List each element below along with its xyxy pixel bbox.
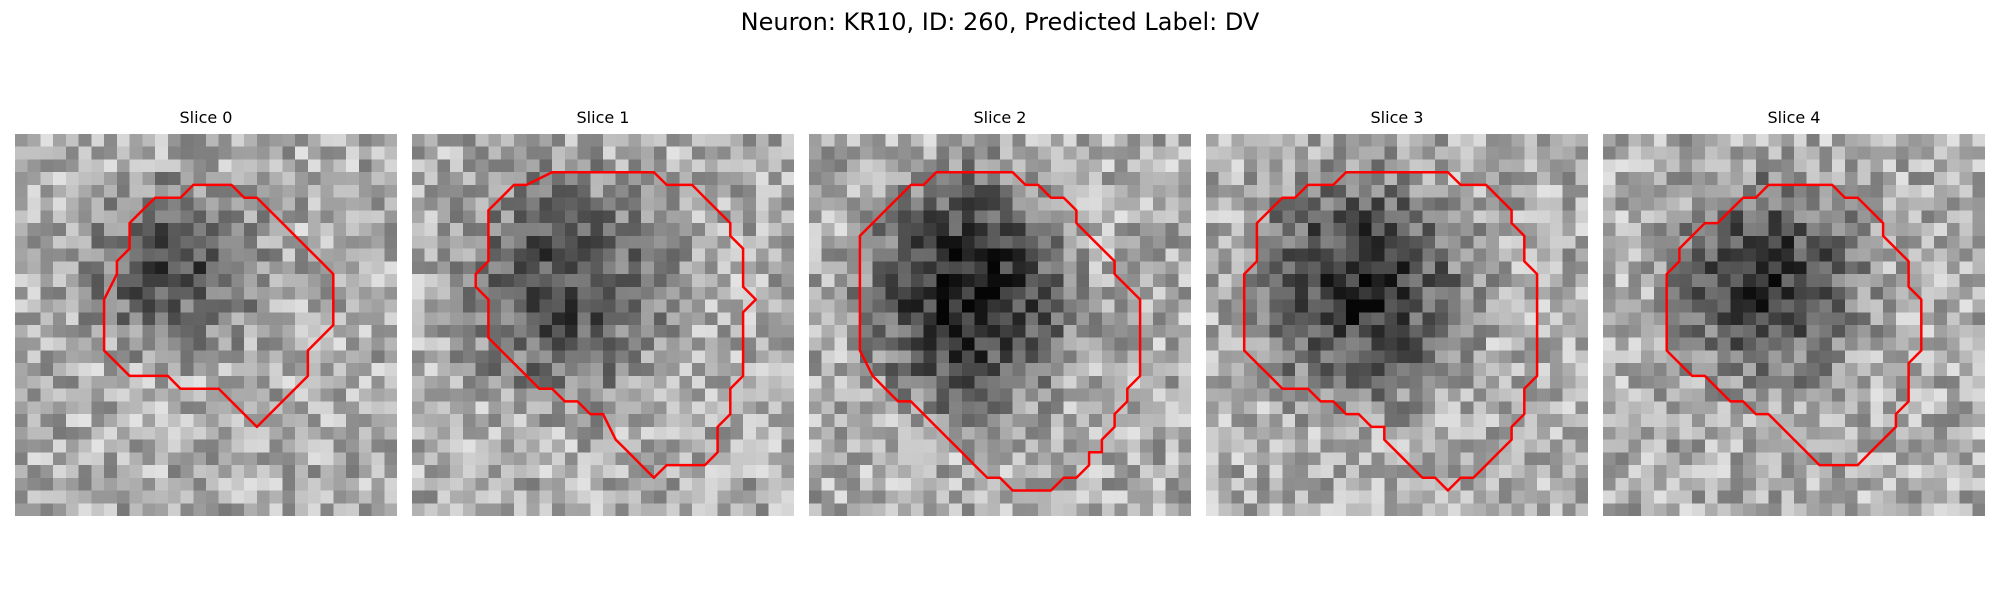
slice-title: Slice 3 (1370, 108, 1424, 127)
slice-title: Slice 1 (576, 108, 630, 127)
slice-image (1206, 134, 1588, 516)
roi-contour (102, 183, 335, 429)
roi-contour (1242, 170, 1539, 492)
figure-title: Neuron: KR10, ID: 260, Predicted Label: … (740, 8, 1260, 36)
slice-title: Slice 0 (179, 108, 233, 127)
slice-panel-3: Slice 3 (1206, 108, 1588, 516)
roi-contour (858, 170, 1142, 492)
slice-image (1603, 134, 1985, 516)
slice-panel-4: Slice 4 (1603, 108, 1985, 516)
roi-contour (474, 170, 758, 480)
slice-image (412, 134, 794, 516)
slice-title: Slice 2 (973, 108, 1027, 127)
roi-contour (1665, 183, 1923, 467)
slice-panel-2: Slice 2 (809, 108, 1191, 516)
slice-panel-1: Slice 1 (412, 108, 794, 516)
slice-panel-0: Slice 0 (15, 108, 397, 516)
slice-image (809, 134, 1191, 516)
slice-image (15, 134, 397, 516)
slice-title: Slice 4 (1767, 108, 1821, 127)
